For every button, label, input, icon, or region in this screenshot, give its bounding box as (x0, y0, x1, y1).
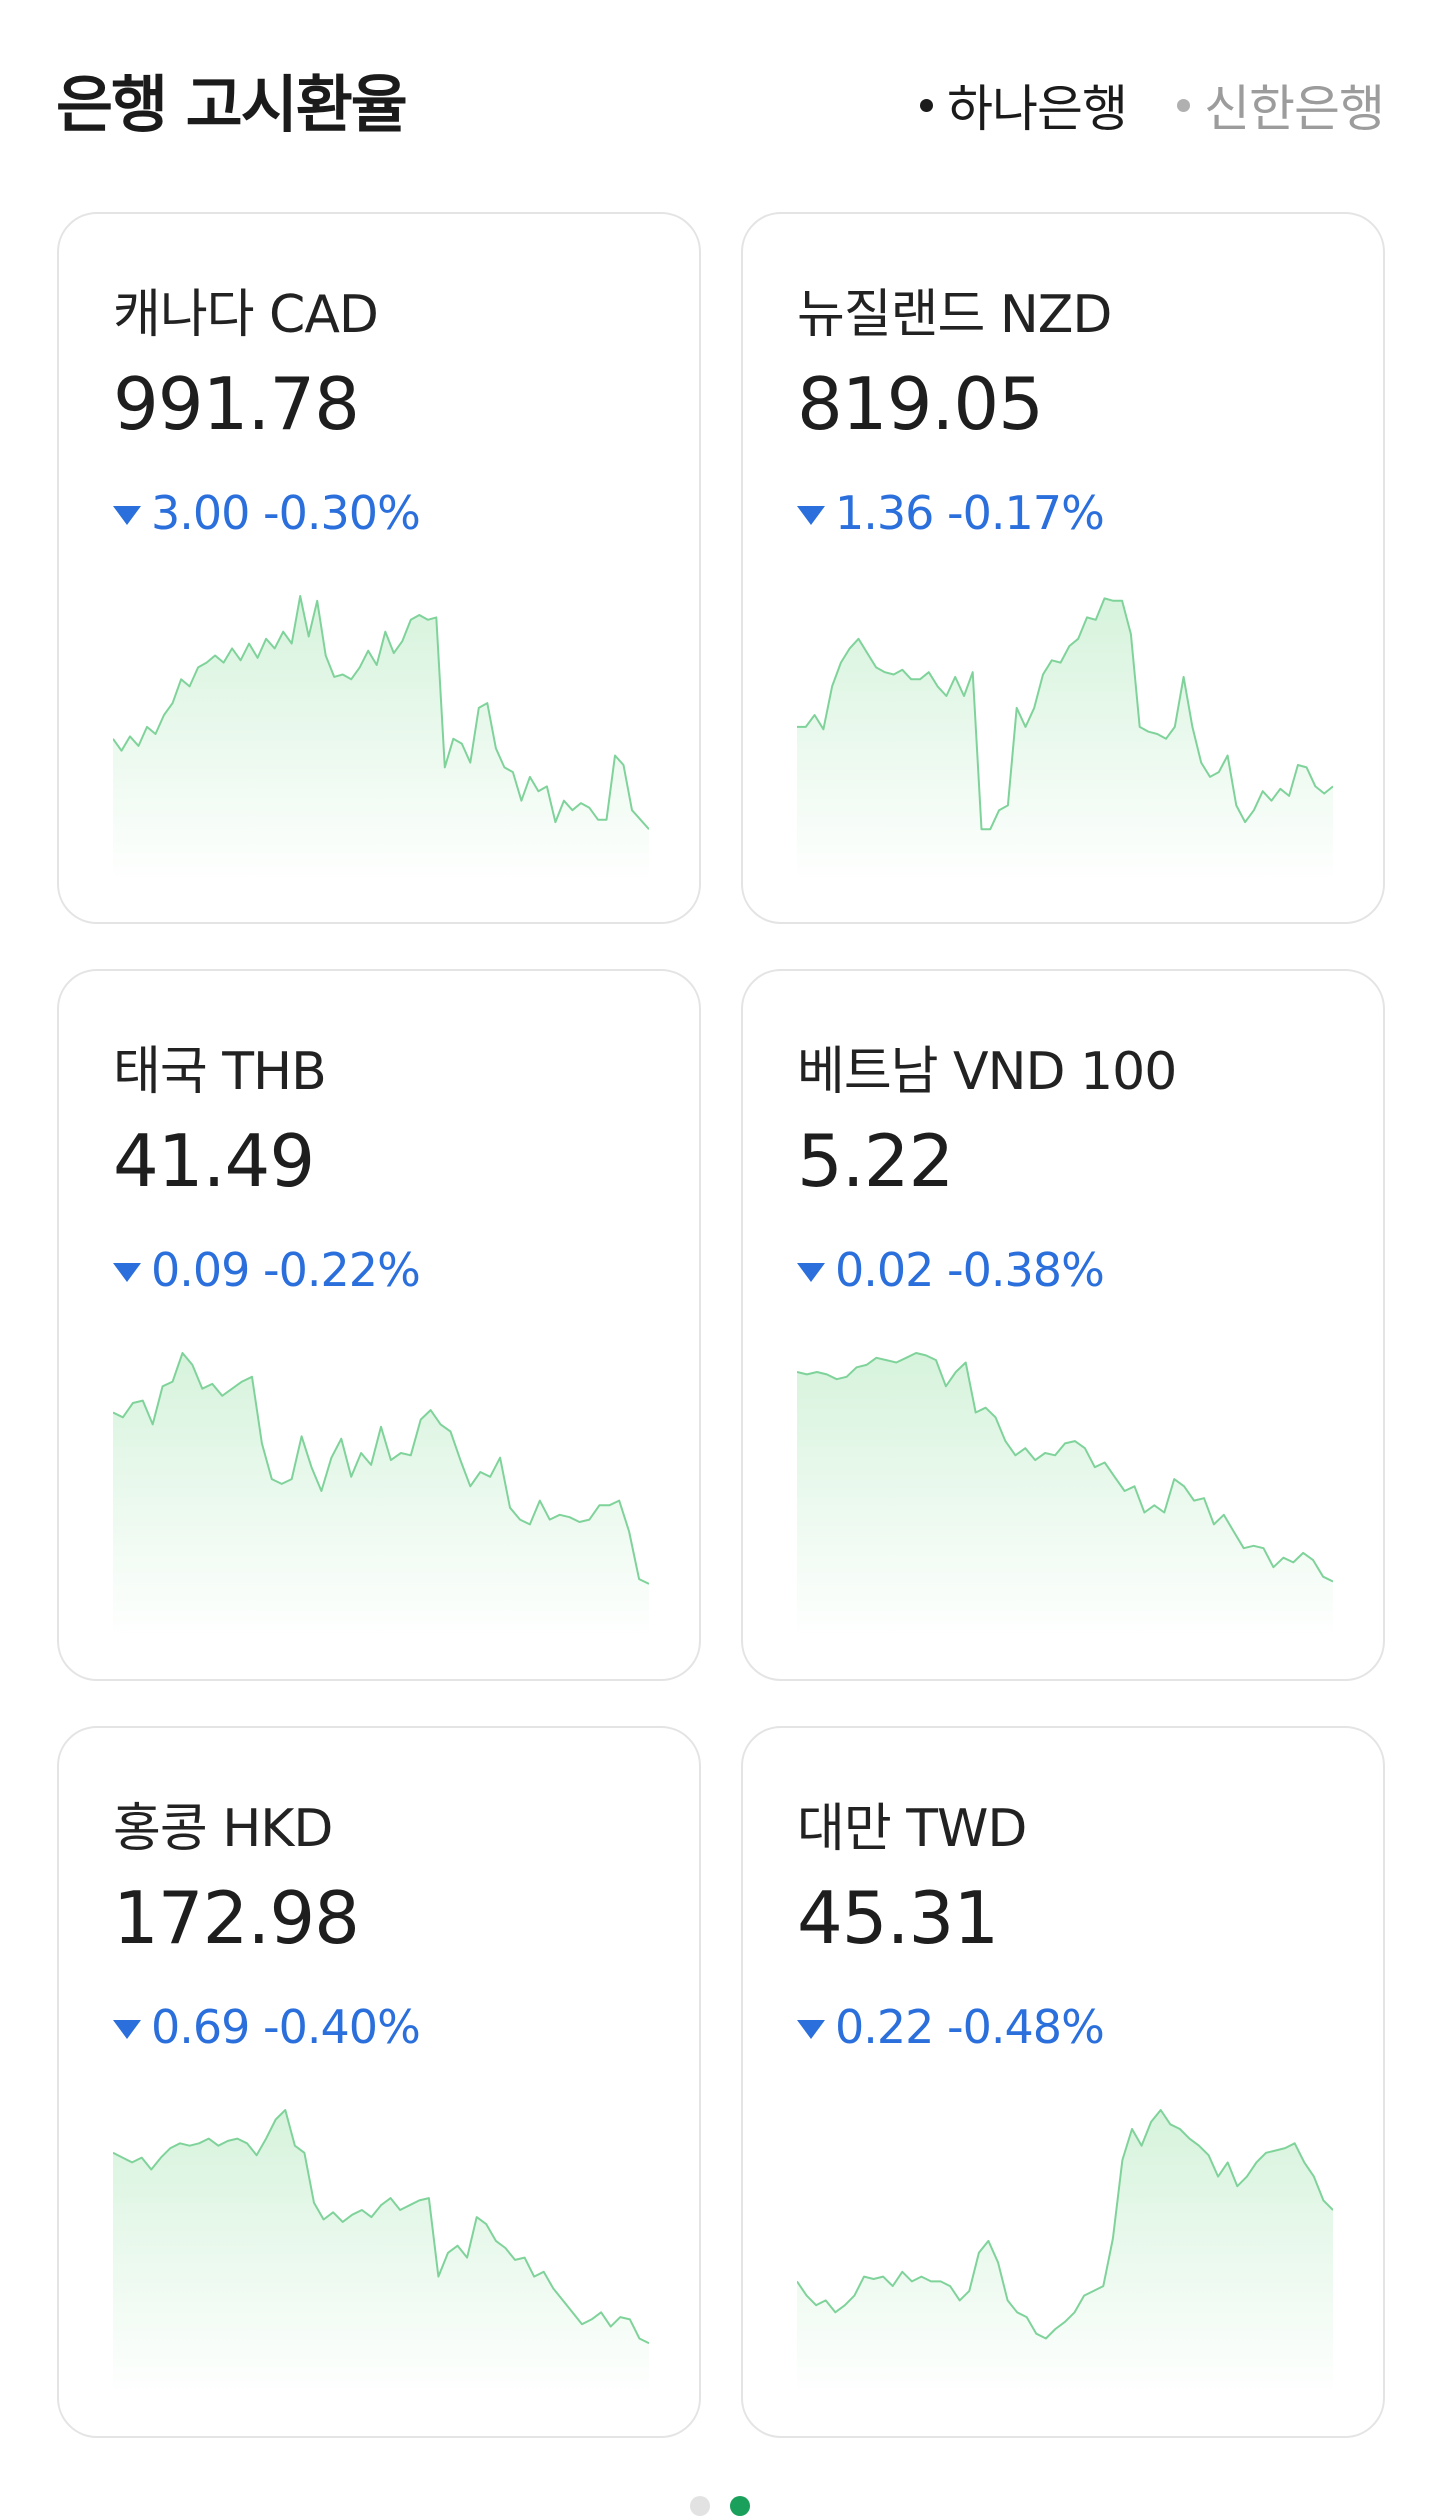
page-title: 은행 고시환율 (56, 68, 408, 141)
tab-label: 하나은행 (947, 80, 1128, 138)
sparkline-line (797, 1352, 1333, 1583)
down-triangle-icon (113, 505, 141, 525)
change-value: 0.02 -0.38% (835, 1243, 1105, 1297)
sparkline-area (797, 1353, 1333, 1641)
sparkline-chart (797, 597, 1333, 884)
sparkline-line (797, 597, 1333, 831)
bank-tabs: 하나은행 신한은행 (870, 60, 1385, 150)
currency-name: 홍콩 HKD (113, 1799, 333, 1859)
rate-change: 0.22 -0.48% (797, 2000, 1105, 2054)
rate-change: 1.36 -0.17% (797, 486, 1105, 540)
exchange-rate: 5.22 (797, 1119, 954, 1203)
sparkline-area (113, 1353, 649, 1641)
sparkline-chart (797, 2109, 1333, 2398)
exchange-rate: 172.98 (113, 1876, 360, 1960)
page-indicator (0, 2496, 1440, 2516)
rate-change: 0.02 -0.38% (797, 1243, 1105, 1297)
exchange-rate: 819.05 (797, 362, 1044, 446)
rate-card-thb[interactable]: 태국 THB 41.49 0.09 -0.22% (57, 969, 701, 1681)
sparkline-area (797, 2110, 1333, 2398)
down-triangle-icon (797, 1262, 825, 1282)
rate-change: 0.09 -0.22% (113, 1243, 421, 1297)
rate-change: 0.69 -0.40% (113, 2000, 421, 2054)
down-triangle-icon (113, 1262, 141, 1282)
rate-change: 3.00 -0.30% (113, 486, 421, 540)
sparkline-area (797, 598, 1333, 884)
sparkline-chart (113, 1352, 649, 1641)
exchange-rate: 41.49 (113, 1119, 315, 1203)
sparkline-area (113, 596, 649, 884)
sparkline-area (113, 2110, 649, 2398)
down-triangle-icon (113, 2019, 141, 2039)
change-value: 0.69 -0.40% (151, 2000, 421, 2054)
change-value: 0.09 -0.22% (151, 1243, 421, 1297)
currency-name: 태국 THB (113, 1042, 327, 1102)
currency-name: 대만 TWD (797, 1799, 1027, 1859)
rate-card-vnd[interactable]: 베트남 VND 100 5.22 0.02 -0.38% (741, 969, 1385, 1681)
sparkline-line (113, 595, 649, 830)
tab-hana-bank[interactable]: 하나은행 (920, 69, 1128, 141)
rate-card-hkd[interactable]: 홍콩 HKD 172.98 0.69 -0.40% (57, 1726, 701, 2438)
bullet-icon (920, 98, 933, 112)
change-value: 1.36 -0.17% (835, 486, 1105, 540)
sparkline-line (113, 2109, 649, 2345)
rate-card-twd[interactable]: 대만 TWD 45.31 0.22 -0.48% (741, 1726, 1385, 2438)
currency-name: 베트남 VND 100 (797, 1042, 1177, 1102)
exchange-rate: 45.31 (797, 1876, 999, 1960)
page-dot-2[interactable] (730, 2496, 750, 2516)
down-triangle-icon (797, 2019, 825, 2039)
page-dot-1[interactable] (690, 2496, 710, 2516)
sparkline-chart (797, 1352, 1333, 1641)
rate-card-cad[interactable]: 캐나다 CAD 991.78 3.00 -0.30% (57, 212, 701, 924)
header: 은행 고시환율 하나은행 신한은행 (56, 60, 1385, 150)
sparkline-line (797, 2109, 1333, 2340)
currency-name: 뉴질랜드 NZD (797, 285, 1112, 345)
sparkline-chart (113, 595, 649, 884)
currency-name: 캐나다 CAD (113, 285, 379, 345)
tab-shinhan-bank[interactable]: 신한은행 (1177, 69, 1385, 141)
rate-card-nzd[interactable]: 뉴질랜드 NZD 819.05 1.36 -0.17% (741, 212, 1385, 924)
bullet-icon (1177, 98, 1190, 112)
tab-label: 신한은행 (1204, 80, 1385, 138)
change-value: 0.22 -0.48% (835, 2000, 1105, 2054)
exchange-rate: 991.78 (113, 362, 360, 446)
down-triangle-icon (797, 505, 825, 525)
change-value: 3.00 -0.30% (151, 486, 421, 540)
sparkline-chart (113, 2109, 649, 2398)
sparkline-line (113, 1352, 649, 1585)
